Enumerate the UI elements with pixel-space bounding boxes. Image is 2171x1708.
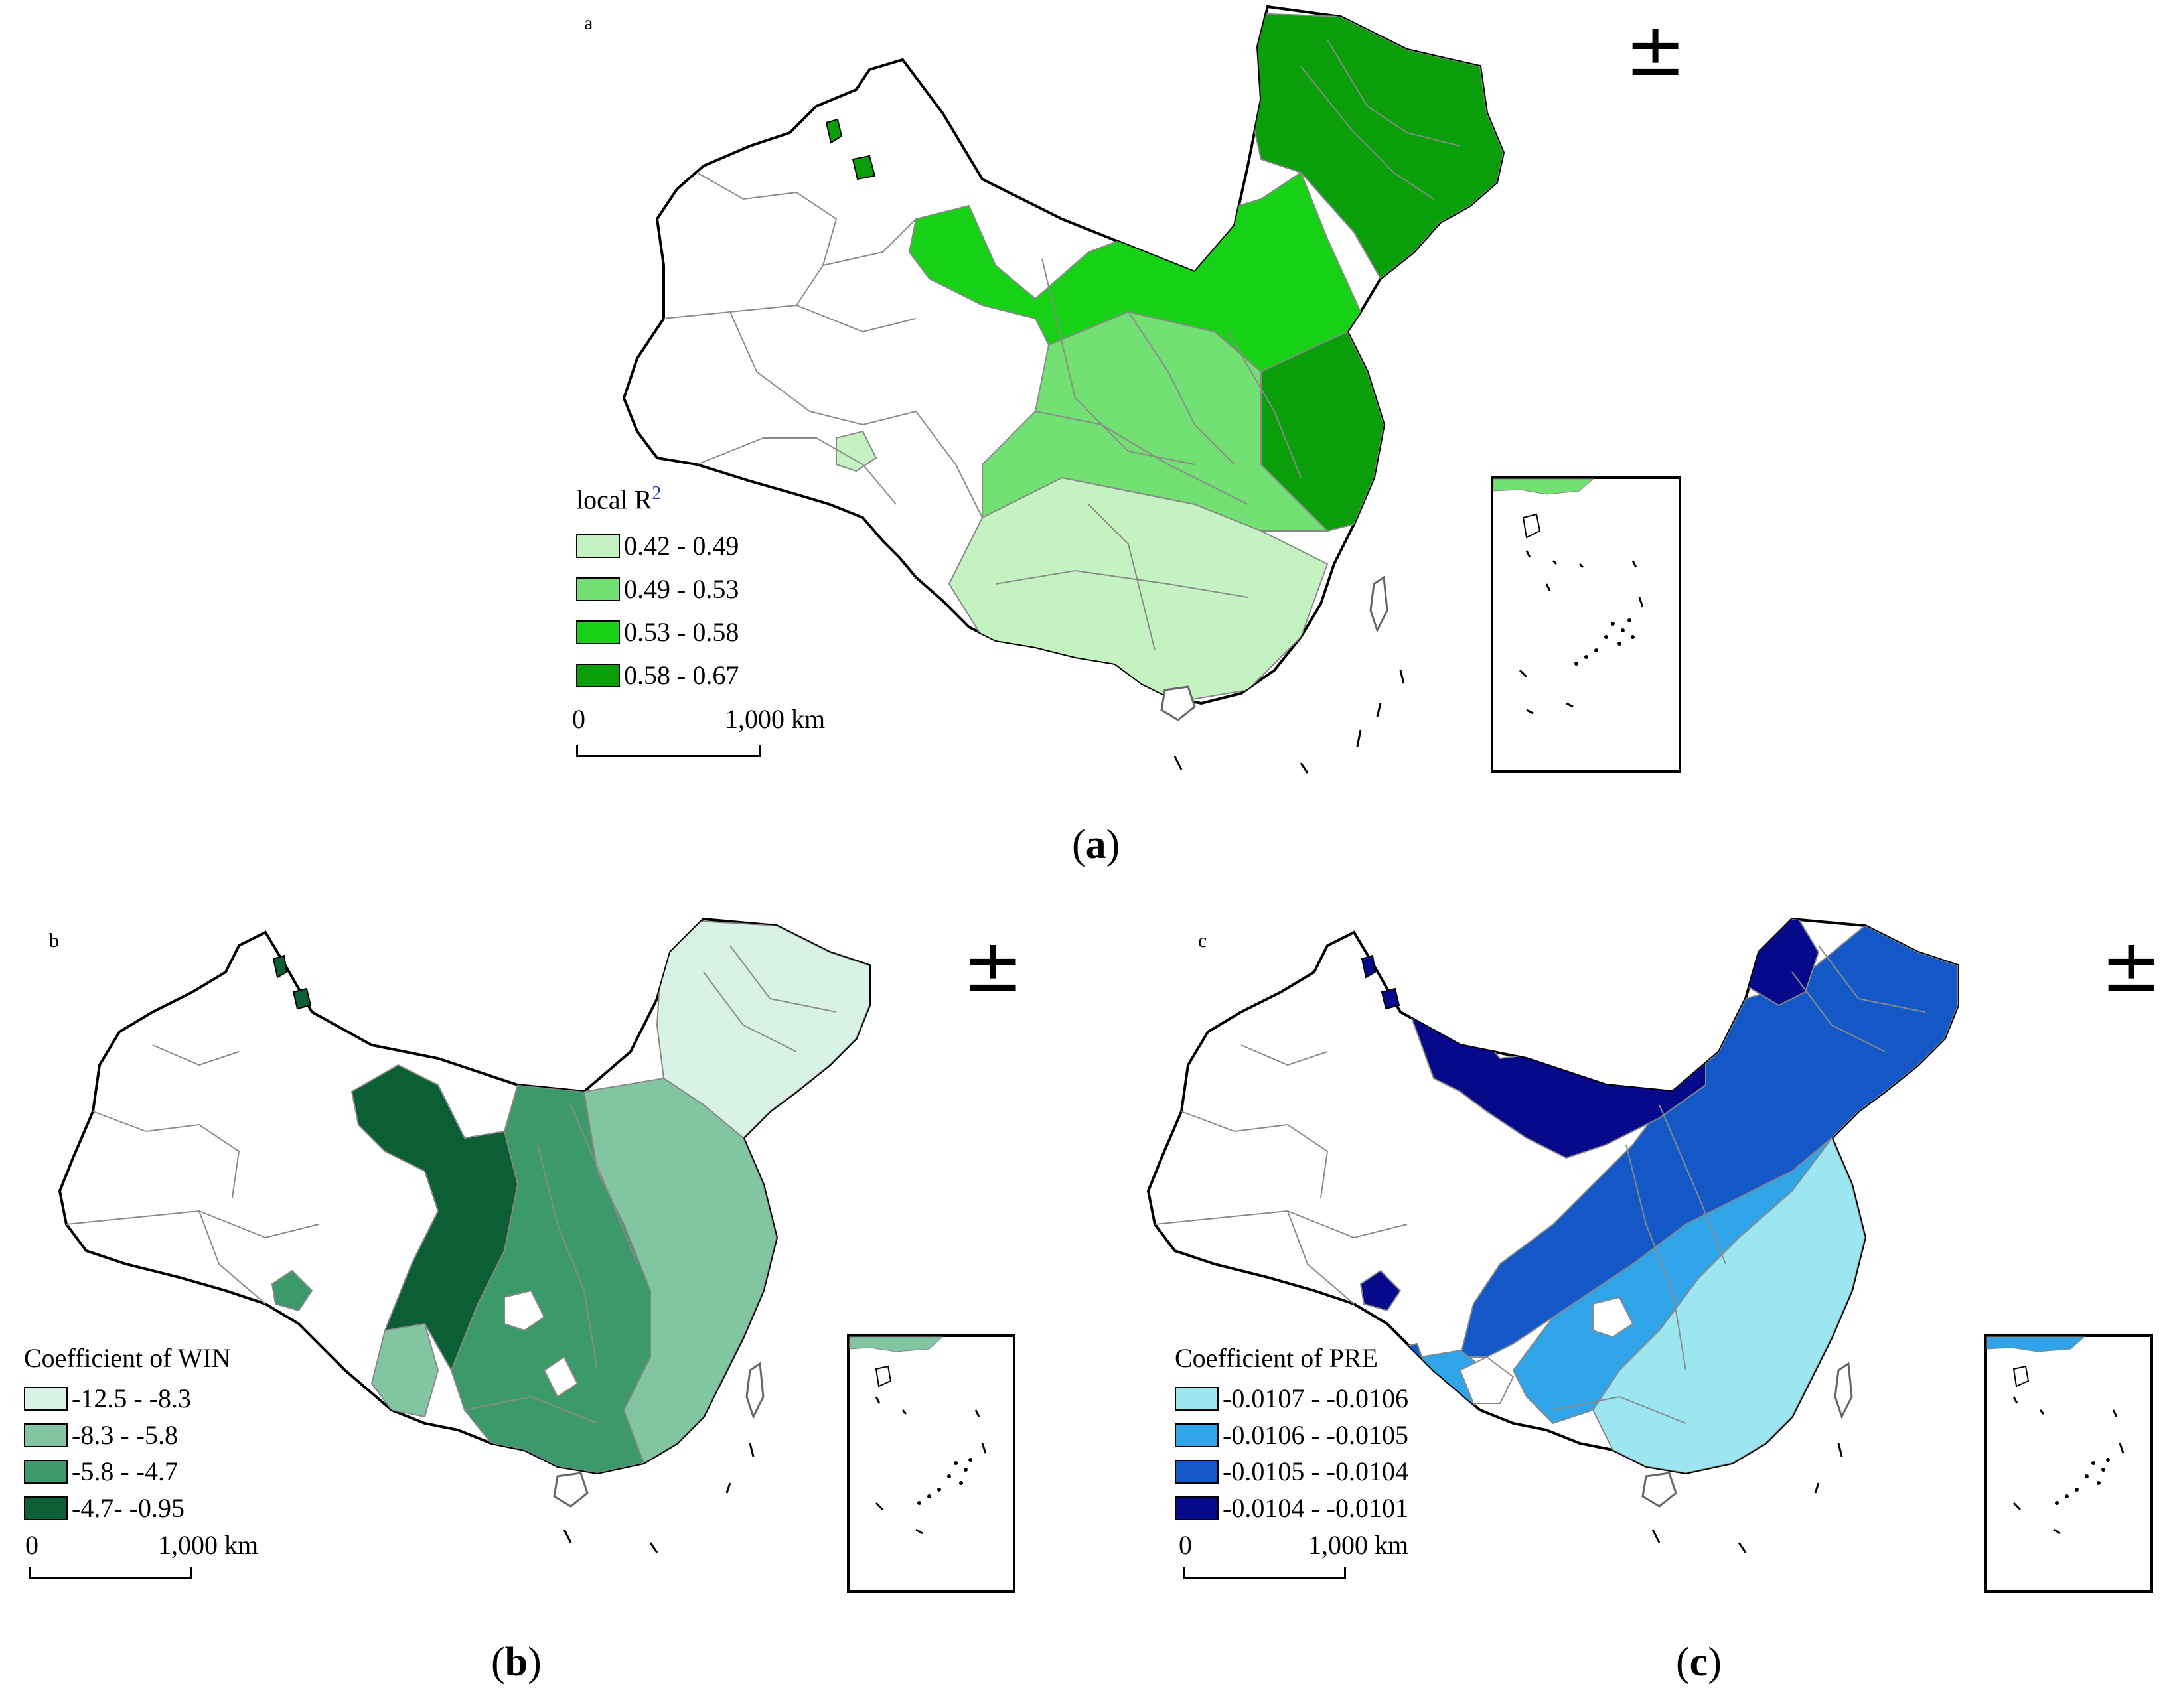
legend-label: -4.7- -0.95: [72, 1493, 185, 1523]
legend-label: -12.5 - -8.3: [72, 1384, 191, 1413]
panel-c: c ± Coefficient of PRE -0.0107 - -0.0106…: [1088, 892, 2171, 1708]
legend-item: -12.5 - -8.3: [24, 1380, 231, 1417]
scale-end-a: 1,000 km: [725, 704, 826, 734]
legend-item: 0.49 - 0.53: [576, 567, 739, 610]
legend-swatch: [1175, 1386, 1219, 1411]
north-arrow-c: ±: [2101, 923, 2162, 1008]
map-label-b: b: [49, 930, 59, 952]
scale-start-a: 0: [572, 704, 585, 734]
legend-label: -0.0104 - -0.0101: [1223, 1493, 1408, 1523]
scale-end-c: 1,000 km: [1308, 1530, 1409, 1560]
map-c: [1146, 917, 2153, 1593]
legend-item: 0.58 - 0.67: [576, 654, 739, 697]
legend-item: -0.0107 - -0.0106: [1175, 1380, 1408, 1417]
panel-a: a ± local R2 0.42 - 0.49 0.49 - 0.53 0.53 …: [572, 5, 1686, 867]
legend-swatch: [1175, 1423, 1219, 1447]
legend-swatch: [576, 663, 620, 687]
region-class-2-c: [1512, 1137, 1833, 1425]
legend-label: 0.49 - 0.53: [624, 574, 739, 605]
legend-title-c: Coefficient of PRE: [1175, 1343, 1378, 1373]
map-a: [622, 5, 1681, 774]
caption-a: (a): [1072, 822, 1120, 867]
legend-item: -0.0105 - -0.0104: [1175, 1453, 1408, 1490]
panel-b: b ± Coefficient of WIN -12.5 - -8.3 -8.3 …: [0, 892, 1088, 1708]
scale-start-c: 0: [1179, 1530, 1192, 1560]
hainan-b: [553, 1472, 589, 1508]
legend-swatch: [24, 1423, 68, 1447]
legend-label: -5.8 - -4.7: [72, 1457, 178, 1486]
caption-b: (b): [491, 1640, 542, 1685]
scale-start-b: 0: [25, 1530, 38, 1560]
legend-item: 0.53 - 0.58: [576, 610, 739, 654]
scale-bar-b: 0 1,000 km: [25, 1530, 277, 1583]
scale-end-b: 1,000 km: [158, 1530, 259, 1560]
caption-c: (c): [1676, 1640, 1722, 1685]
enclave-c-1: [1361, 954, 1377, 979]
legend-b: Coefficient of WIN -12.5 - -8.3 -8.3 - -5…: [24, 1342, 231, 1526]
inset-c: [1984, 1334, 2153, 1593]
legend-label: -0.0107 - -0.0106: [1223, 1384, 1408, 1413]
legend-item: -0.0104 - -0.0101: [1175, 1490, 1408, 1526]
legend-item: -4.7- -0.95: [24, 1490, 231, 1526]
region-class-4-b: [350, 1064, 519, 1372]
scale-bar-a: 0 1,000 km: [572, 703, 851, 757]
region-class-3-tibet-b: [271, 1269, 313, 1312]
inset-a: [1491, 476, 1681, 773]
legend-title-a: local R2: [576, 483, 662, 515]
legend-list-b: -12.5 - -8.3 -8.3 - -5.8 -5.8 - -4.7 -4.7- …: [24, 1380, 231, 1526]
legend-item: 0.42 - 0.49: [576, 524, 739, 567]
sea-boundary-a: [1173, 670, 1405, 774]
legend-label: -8.3 - -5.8: [72, 1420, 178, 1450]
north-arrow-a: ±: [1625, 7, 1686, 92]
legend-item: -0.0106 - -0.0105: [1175, 1417, 1408, 1453]
boundaries-b: [66, 945, 837, 1424]
legend-swatch: [24, 1459, 68, 1484]
map-b: [58, 917, 1015, 1593]
enclave-a-2: [852, 155, 876, 180]
legend-label: -0.0106 - -0.0105: [1223, 1420, 1408, 1450]
region-class-4-tibet-c: [1359, 1269, 1402, 1312]
legend-swatch: [24, 1386, 68, 1411]
region-class-3-a: [908, 171, 1362, 373]
inset-b: [847, 1334, 1015, 1593]
boundaries-c: [1154, 945, 1925, 1424]
legend-list-a: 0.42 - 0.49 0.49 - 0.53 0.53 - 0.58 0.58 - …: [576, 524, 739, 697]
legend-swatch: [576, 577, 620, 601]
legend-item: -8.3 - -5.8: [24, 1417, 231, 1453]
region-class-1-small-a: [836, 430, 877, 472]
legend-swatch: [1175, 1459, 1219, 1484]
hainan-c: [1641, 1472, 1677, 1508]
enclave-a-1: [825, 118, 843, 144]
legend-c: Coefficient of PRE -0.0107 - -0.0106 -0.0…: [1175, 1342, 1408, 1526]
legend-list-c: -0.0107 - -0.0106 -0.0106 - -0.0105 -0.010…: [1175, 1380, 1408, 1526]
legend-label: 0.53 - 0.58: [624, 617, 739, 648]
legend-swatch: [576, 534, 620, 558]
legend-swatch: [1175, 1496, 1219, 1520]
boundaries-a: [663, 39, 1461, 651]
taiwan-a: [1369, 575, 1388, 633]
enclave-b-1: [272, 954, 288, 979]
legend-label: 0.58 - 0.67: [624, 660, 739, 691]
legend-swatch: [24, 1496, 68, 1520]
map-label-a: a: [584, 12, 593, 34]
enclave-b-2: [292, 987, 312, 1010]
sea-boundary-c: [1651, 1443, 1843, 1553]
legend-item: -5.8 - -4.7: [24, 1453, 231, 1490]
sea-boundary-b: [563, 1443, 755, 1553]
taiwan-b: [745, 1362, 765, 1419]
legend-swatch: [576, 620, 620, 644]
legend-a: local R2 0.42 - 0.49 0.49 - 0.53 0.53 - 0.…: [576, 483, 739, 697]
legend-label: 0.42 - 0.49: [624, 531, 739, 561]
map-label-c: c: [1198, 930, 1207, 952]
hainan-a: [1160, 685, 1196, 721]
legend-title-b: Coefficient of WIN: [24, 1343, 231, 1373]
region-class-3-east-a: [1260, 330, 1385, 532]
enclave-c-2: [1381, 987, 1400, 1010]
scale-bar-c: 0 1,000 km: [1179, 1530, 1431, 1583]
legend-label: -0.0105 - -0.0104: [1223, 1457, 1408, 1486]
north-arrow-b: ±: [962, 923, 1024, 1008]
taiwan-c: [1834, 1362, 1853, 1419]
